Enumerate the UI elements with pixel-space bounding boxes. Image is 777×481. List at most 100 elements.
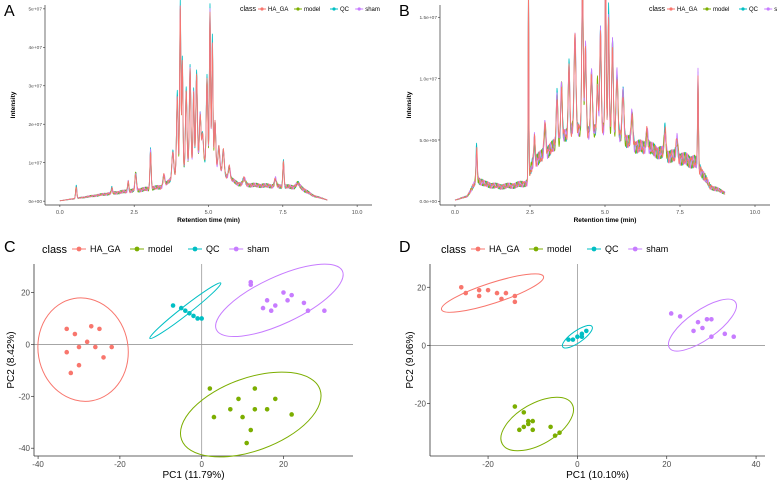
y-tick-label: 5.0e+06 bbox=[420, 138, 438, 144]
data-point-ha_ga bbox=[512, 299, 518, 305]
x-tick-label: 2.5 bbox=[526, 210, 534, 216]
data-point-ha_ga bbox=[458, 284, 464, 290]
data-point-model bbox=[252, 406, 258, 412]
data-point-ha_ga bbox=[101, 355, 106, 360]
series-model bbox=[500, 396, 574, 452]
legend-key-dot-sham bbox=[357, 7, 361, 11]
data-point-qc bbox=[584, 328, 589, 334]
data-point-model bbox=[517, 427, 522, 433]
legend-key-dot-qc bbox=[591, 246, 597, 252]
data-point-ha_ga bbox=[72, 331, 78, 337]
data-point-ha_ga bbox=[93, 344, 98, 350]
data-point-sham bbox=[322, 308, 327, 314]
legend-label-sham: sham bbox=[247, 244, 269, 254]
legend-key-dot-sham bbox=[632, 246, 638, 252]
confidence-ellipse-sham bbox=[667, 298, 737, 352]
confidence-ellipse-ha_ga bbox=[37, 297, 129, 402]
panel-letter-a: A bbox=[4, 3, 15, 20]
legend-title: class bbox=[240, 6, 256, 13]
data-point-model bbox=[521, 410, 527, 415]
data-point-qc bbox=[566, 337, 571, 342]
data-point-model bbox=[264, 406, 270, 412]
data-point-ha_ga bbox=[476, 293, 482, 299]
legend-key-dot-ha_ga bbox=[76, 246, 82, 252]
data-point-model bbox=[272, 396, 278, 402]
legend-label-model: model bbox=[304, 7, 320, 13]
legend-label-ha_ga: HA_GA bbox=[268, 7, 288, 13]
y-tick-label: -20 bbox=[414, 400, 426, 409]
legend-label-ha_ga: HA_GA bbox=[489, 244, 520, 254]
x-tick-label: 2.5 bbox=[130, 210, 138, 216]
panel-letter-d: D bbox=[399, 239, 411, 256]
y-tick-label: 4e+07 bbox=[29, 45, 43, 51]
data-point-ha_ga bbox=[76, 362, 82, 368]
data-point-ha_ga bbox=[109, 344, 115, 350]
data-point-ha_ga bbox=[494, 290, 500, 296]
y-tick-label: 5e+07 bbox=[29, 7, 43, 13]
data-point-model bbox=[244, 440, 249, 446]
series-sham bbox=[215, 263, 344, 338]
series-qc bbox=[149, 282, 222, 340]
legend-key-dot-qc bbox=[332, 7, 336, 11]
y-tick-label: -40 bbox=[18, 444, 30, 453]
legend-key-dot-model bbox=[705, 7, 709, 11]
legend-key-dot-sham bbox=[766, 7, 770, 11]
data-point-sham bbox=[268, 308, 274, 314]
data-point-sham bbox=[704, 316, 710, 322]
legend-label-qc: QC bbox=[749, 7, 759, 13]
x-axis-label: Retention time (min) bbox=[177, 217, 240, 224]
data-point-model bbox=[525, 421, 531, 427]
confidence-ellipse-model bbox=[179, 371, 322, 458]
y-tick-label: 0 bbox=[422, 341, 427, 350]
data-point-qc bbox=[170, 303, 176, 308]
data-point-qc bbox=[579, 334, 585, 340]
y-axis-label: PC2 (8.42%) bbox=[6, 331, 17, 388]
data-point-ha_ga bbox=[503, 290, 509, 296]
x-tick-label: 7.5 bbox=[676, 210, 684, 216]
data-point-ha_ga bbox=[476, 287, 482, 293]
data-point-model bbox=[211, 414, 217, 420]
data-point-qc bbox=[191, 313, 196, 319]
data-point-sham bbox=[695, 319, 701, 325]
legend-key-dot-qc bbox=[192, 246, 198, 252]
data-point-model bbox=[240, 414, 245, 420]
y-tick-label: 0.0e+00 bbox=[420, 199, 438, 205]
chart-d: -20 0 20 40 -20 0 20 PC1 (10.10%) PC2 (9.06%) bbox=[405, 264, 765, 481]
legend-label-model: model bbox=[547, 244, 572, 254]
x-tick-label: 20 bbox=[662, 460, 671, 469]
x-tick-label: -20 bbox=[482, 460, 494, 469]
x-tick-label: 5.0 bbox=[601, 210, 609, 216]
data-point-qc bbox=[195, 316, 200, 321]
data-point-ha_ga bbox=[64, 349, 70, 355]
chart-a: 0.0 2.5 5.0 7.5 10.0 0e+00 1e+07 2e+07 3e+07 4e+0… bbox=[10, 0, 372, 224]
legend-d: class HA_GA model QC sham bbox=[441, 244, 668, 256]
series-sham bbox=[667, 298, 737, 352]
data-point-sham bbox=[301, 300, 307, 306]
y-axis-label: Intensity bbox=[406, 91, 413, 118]
series-ha_ga bbox=[440, 273, 545, 313]
series-qc bbox=[561, 324, 593, 349]
y-axis-label: PC2 (9.06%) bbox=[405, 331, 416, 388]
series-line-ha_ga bbox=[454, 0, 726, 201]
legend-label-qc: QC bbox=[340, 7, 350, 13]
data-point-ha_ga bbox=[463, 290, 469, 296]
data-point-model bbox=[530, 418, 536, 424]
y-tick-label: 3e+07 bbox=[29, 84, 43, 90]
legend-key-dot-model bbox=[533, 246, 539, 252]
legend-b: class HA_GA model QC sham bbox=[649, 6, 777, 13]
panel-letter-b: B bbox=[399, 3, 410, 20]
data-point-sham bbox=[285, 298, 290, 303]
legend-title: class bbox=[42, 244, 68, 256]
legend-key-dot-ha_ga bbox=[260, 7, 264, 11]
data-point-sham bbox=[260, 305, 266, 311]
data-point-model bbox=[236, 396, 241, 402]
data-point-ha_ga bbox=[485, 287, 491, 293]
legend-label-ha_ga: HA_GA bbox=[677, 7, 697, 13]
legend-title: class bbox=[441, 244, 467, 256]
data-point-sham bbox=[731, 334, 737, 340]
series-line-sham bbox=[454, 0, 726, 201]
legend-key-dot-model bbox=[296, 7, 300, 11]
chart-b: 0.0 2.5 5.0 7.5 10.0 0.0e+00 5.0e+06 1.0e+07 1.5… bbox=[406, 0, 770, 224]
data-point-ha_ga bbox=[88, 323, 94, 329]
